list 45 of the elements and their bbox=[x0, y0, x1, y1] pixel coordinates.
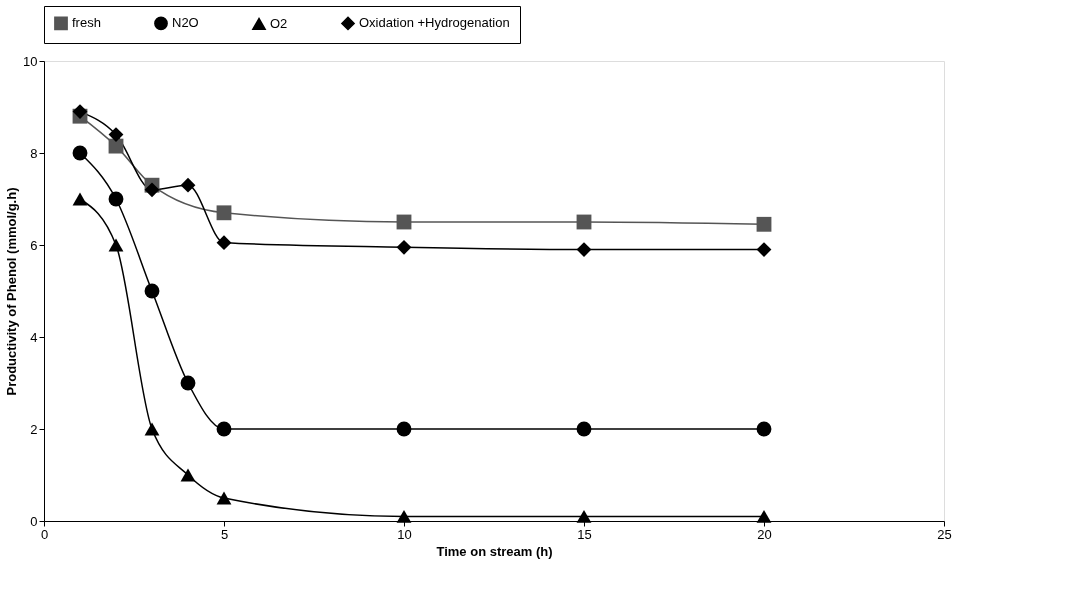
point bbox=[180, 468, 196, 482]
legend-label: fresh bbox=[72, 15, 101, 31]
y-tick-label: 10 bbox=[23, 53, 38, 69]
point bbox=[216, 205, 232, 221]
x-tick-label: 20 bbox=[757, 526, 772, 542]
point bbox=[756, 421, 772, 437]
point bbox=[72, 104, 88, 120]
point bbox=[396, 509, 412, 523]
point bbox=[756, 216, 772, 232]
y-tick-label: 8 bbox=[30, 145, 38, 161]
point bbox=[108, 238, 124, 252]
point bbox=[576, 421, 592, 437]
point bbox=[144, 422, 160, 436]
x-tick-label: 25 bbox=[937, 526, 952, 542]
point bbox=[756, 242, 772, 258]
point bbox=[72, 145, 88, 161]
point bbox=[756, 509, 772, 523]
x-tick-label: 0 bbox=[40, 526, 49, 542]
point bbox=[180, 375, 196, 391]
legend-label: Oxidation +Hydrogenation bbox=[359, 15, 510, 31]
y-tick-label: 0 bbox=[30, 513, 38, 529]
point bbox=[108, 191, 124, 207]
point bbox=[396, 421, 412, 437]
point bbox=[216, 421, 232, 437]
x-tick-label: 10 bbox=[397, 526, 412, 542]
point bbox=[576, 242, 592, 258]
y-tick-label: 2 bbox=[30, 421, 38, 437]
y-axis-title: Productivity of Phenol (mmol/g.h) bbox=[4, 187, 20, 396]
point bbox=[396, 239, 412, 255]
point bbox=[576, 509, 592, 523]
point bbox=[144, 182, 160, 198]
x-axis-title: Time on stream (h) bbox=[436, 543, 553, 559]
point bbox=[180, 177, 196, 193]
point bbox=[216, 491, 232, 505]
point bbox=[72, 192, 88, 206]
x-tick-label: 15 bbox=[577, 526, 592, 542]
legend-label: O2 bbox=[270, 15, 288, 31]
y-tick-label: 6 bbox=[30, 237, 38, 253]
y-tick-label: 4 bbox=[30, 329, 38, 345]
legend-label: N2O bbox=[172, 15, 199, 31]
point bbox=[216, 235, 232, 251]
point bbox=[108, 138, 124, 154]
point bbox=[144, 283, 160, 299]
point bbox=[108, 127, 124, 143]
x-tick-label: 5 bbox=[220, 526, 229, 542]
